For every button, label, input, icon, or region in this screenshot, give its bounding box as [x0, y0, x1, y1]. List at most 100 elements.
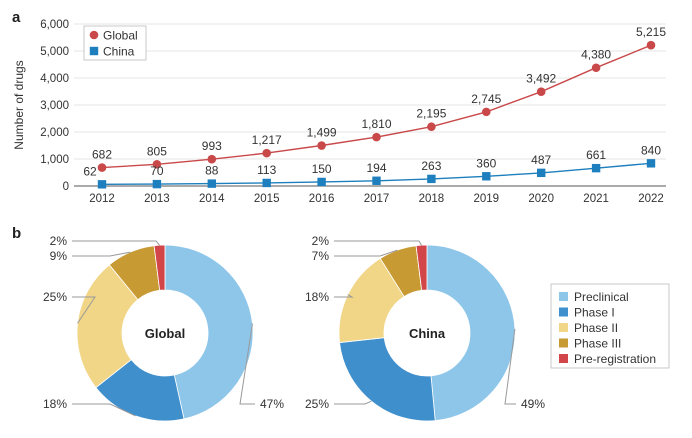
donut-chart-global: 47% 18% 25% 9%2% Global: [43, 234, 284, 422]
pie-legend-label: Phase II: [574, 321, 618, 335]
slice-percent-label: 18%: [43, 397, 67, 411]
point-global: [97, 163, 107, 172]
data-label-global: 682: [92, 148, 112, 162]
series-layer: [97, 40, 656, 189]
leader-line: [239, 323, 255, 405]
point-china: [152, 179, 162, 189]
data-label-china: 70: [150, 164, 164, 178]
slice-percent-label: 2%: [50, 234, 68, 248]
leader-line: [72, 240, 160, 246]
donut-slice-pre-registration: [153, 244, 166, 291]
x-tick-label: 2014: [199, 193, 225, 205]
data-label-global: 2,195: [416, 107, 446, 121]
data-label-china: 88: [205, 164, 219, 178]
pie-legend-box: [550, 283, 670, 369]
y-tick-label: 1,000: [40, 154, 69, 166]
point-china: [262, 178, 271, 188]
point-global: [646, 40, 656, 50]
point-global: [152, 159, 162, 169]
data-label-china: 487: [531, 153, 551, 167]
point-global: [262, 148, 272, 158]
leader-line: [72, 296, 96, 324]
slice-percent-label: 49%: [521, 397, 545, 411]
slice-percent-label: 25%: [305, 397, 329, 411]
axis-layer: 0 1,000 2,000 3,000 4,000 5,000 6,000 2012 2013 2…: [40, 19, 666, 205]
legend-global-marker: [89, 30, 99, 40]
data-label-china: 113: [257, 163, 276, 177]
point-china: [482, 172, 491, 181]
data-label-global: 2,745: [471, 92, 501, 106]
donut-slice-phase-i: [339, 337, 436, 422]
point-global: [207, 154, 217, 164]
pie-legend-swatch: [559, 323, 568, 332]
x-tick-label: 2013: [144, 193, 170, 205]
slice-percent-label: 7%: [312, 249, 330, 263]
data-label-china: 62: [83, 164, 97, 178]
pie-legend-swatch: [559, 307, 568, 317]
x-tick-label: 2017: [364, 193, 390, 205]
data-label-global: 805: [147, 144, 167, 158]
y-tick-label: 6,000: [40, 19, 69, 31]
donut-center-label: Global: [145, 326, 185, 341]
data-label-global: 1,810: [361, 117, 391, 131]
point-global: [427, 122, 436, 132]
donut-center-label: China: [409, 326, 446, 341]
line-legend: Global China: [83, 25, 147, 61]
panel-b-letter: b: [12, 225, 21, 242]
leader-line: [72, 403, 136, 417]
leader-line: [334, 294, 354, 298]
slice-percent-label: 9%: [50, 249, 68, 263]
data-label-global: 1,217: [252, 133, 282, 147]
leader-line: [334, 249, 398, 257]
x-tick-label: 2019: [474, 193, 500, 205]
data-label-china: 360: [476, 156, 496, 170]
y-tick-label: 0: [63, 181, 69, 193]
y-tick-label: 5,000: [40, 46, 69, 58]
leader-line: [504, 328, 516, 405]
donut-slice-preclinical: [426, 244, 516, 422]
x-tick-label: 2015: [254, 193, 280, 205]
x-tick-label: 2012: [89, 193, 115, 205]
pie-legend-label: Phase I: [574, 306, 615, 320]
data-label-china: 194: [366, 161, 386, 175]
data-label-global: 993: [202, 139, 222, 153]
point-global: [536, 87, 546, 97]
pie-legend-swatch: [559, 338, 568, 348]
pie-legend-label: Pre-registration: [574, 352, 656, 366]
point-china: [537, 168, 546, 178]
point-china: [207, 179, 216, 188]
slice-percent-label: 18%: [305, 290, 329, 304]
point-global: [591, 63, 601, 73]
pie-legend-label: Preclinical: [574, 290, 629, 304]
data-label-global: 3,492: [526, 72, 556, 86]
donut-slice-pre-registration: [415, 244, 428, 291]
point-china: [427, 174, 436, 184]
point-global: [317, 141, 326, 150]
pie-legend-swatch: [559, 354, 568, 363]
grid-layer: [74, 23, 666, 160]
data-label-global: 1,499: [307, 126, 337, 140]
data-label-china: 661: [586, 148, 606, 162]
x-tick-label: 2020: [528, 193, 554, 205]
legend-global-label: Global: [103, 29, 138, 43]
data-label-china: 263: [421, 159, 441, 173]
point-china: [97, 180, 107, 189]
x-tick-label: 2018: [419, 193, 445, 205]
donut-chart-china: 49% 25% 18% 7%2% China: [305, 234, 545, 422]
point-global: [482, 107, 491, 117]
y-tick-label: 4,000: [40, 73, 69, 85]
point-china: [591, 163, 601, 173]
x-tick-label: 2021: [583, 193, 609, 205]
slice-percent-label: 25%: [43, 290, 67, 304]
data-label-layer: 682 805 993 1,217 1,499 1,810 2,195 2,745 3,492 4…: [83, 25, 666, 178]
data-label-global: 5,215: [636, 25, 666, 39]
legend-china-marker: [89, 46, 99, 56]
y-axis-title: Number of drugs: [12, 60, 26, 149]
series-line-global: [101, 44, 652, 169]
data-label-china: 840: [641, 143, 661, 157]
data-label-china: 150: [312, 162, 332, 176]
line-chart: 0 1,000 2,000 3,000 4,000 5,000 6,000 2012 2013 2…: [12, 19, 666, 205]
data-label-global: 4,380: [581, 48, 611, 62]
